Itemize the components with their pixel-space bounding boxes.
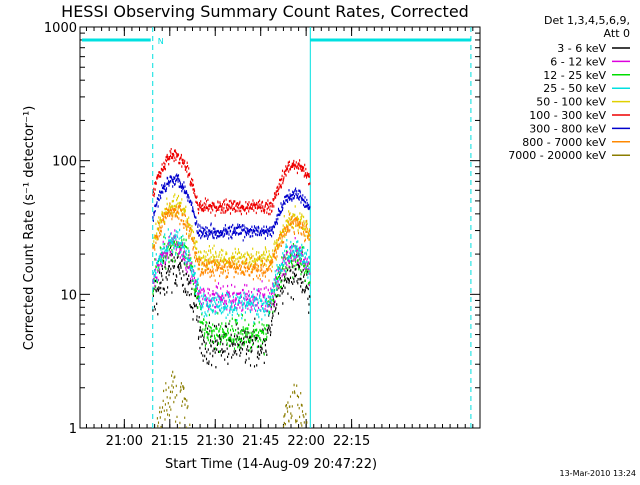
y-tick-label: 10 [60,288,77,303]
legend-entry-label: 50 - 100 keV [536,96,606,109]
y-tick-label: 100 [52,155,77,170]
flag-label: N [158,37,164,46]
series-line-8 [156,370,308,428]
chart-title: HESSI Observing Summary Count Rates, Cor… [61,2,469,21]
series-line-3 [152,228,311,324]
legend-entry-label: 25 - 50 keV [543,82,606,95]
legend-entry-label: 7000 - 20000 keV [508,149,606,162]
x-tick-label: 22:15 [333,434,370,449]
x-axis-label: Start Time (14-Aug-09 20:47:22) [165,457,377,472]
x-tick-label: 21:45 [242,434,279,449]
legend-header-line1: Det 1,3,4,5,6,9, [544,14,630,27]
series-line-7 [152,202,311,282]
y-axis-label: Corrected Count Rate (s⁻¹ detector⁻¹) [22,106,37,351]
timestamp: 13-Mar-2010 13:24 [560,469,637,478]
legend-entry-label: 100 - 300 keV [529,109,606,122]
series-line-5 [152,148,311,217]
x-tick-label: 21:15 [151,434,188,449]
legend-entry-label: 3 - 6 keV [557,42,606,55]
y-tick-label: 1 [69,422,77,437]
x-tick-label: 21:30 [197,434,234,449]
legend-header-line2: Att 0 [604,27,630,40]
series-line-6 [152,173,311,242]
legend-entry-label: 12 - 25 keV [543,69,606,82]
x-tick-label: 22:00 [287,434,324,449]
legend-entry-label: 300 - 800 keV [529,122,606,135]
y-tick-label: 1000 [44,21,77,36]
legend-entry-label: 800 - 7000 keV [522,136,606,149]
plot-area: 1 10 100 1000 21:00 21:15 21:30 21:45 22:00 22:15… [44,21,481,449]
x-tick-label: 21:00 [106,434,143,449]
legend-entry-label: 6 - 12 keV [550,55,606,68]
plot-frame [79,26,481,429]
